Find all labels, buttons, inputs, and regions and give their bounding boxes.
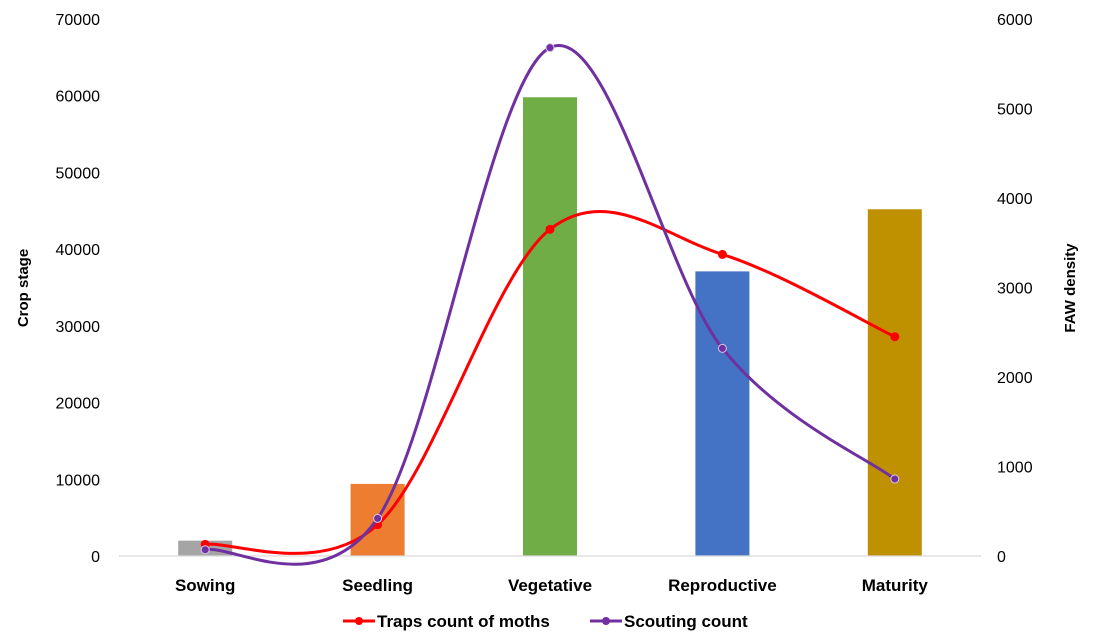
y2-axis-title: FAW density — [1062, 243, 1079, 333]
y-tick-label: 60000 — [56, 89, 101, 106]
y-axis-ticks: 0 10000 20000 30000 40000 50000 60000 70000 — [56, 12, 101, 566]
point-scouting-count-reproductive — [717, 343, 727, 353]
legend-label-scouting-count: Scouting count — [624, 612, 748, 631]
point-scouting-count-seedling — [373, 513, 383, 523]
y2-tick-label: 4000 — [997, 191, 1033, 208]
bars-layer — [178, 97, 922, 557]
legend-label-traps-count-of-moths: Traps count of moths — [377, 612, 550, 631]
legend-swatch-marker-scouting-count — [602, 617, 610, 625]
x-tick-label: Seedling — [342, 576, 413, 595]
y-tick-label: 20000 — [56, 396, 101, 413]
y-tick-label: 70000 — [56, 12, 101, 29]
y2-tick-label: 6000 — [997, 12, 1033, 29]
legend: Traps count of moths Scouting count — [343, 612, 748, 631]
y-tick-label: 0 — [91, 549, 100, 566]
y2-axis-ticks: 0 1000 2000 3000 4000 5000 6000 — [997, 12, 1033, 566]
y-tick-label: 40000 — [56, 242, 101, 259]
y-tick-label: 10000 — [56, 472, 101, 489]
y-tick-label: 30000 — [56, 319, 101, 336]
x-tick-label: Maturity — [862, 576, 929, 595]
x-tick-label: Reproductive — [668, 576, 777, 595]
y2-tick-label: 0 — [997, 549, 1006, 566]
point-traps-count-of-moths-vegetative — [545, 224, 555, 234]
legend-swatch-marker-traps-count-of-moths — [355, 617, 363, 625]
y2-tick-label: 3000 — [997, 281, 1033, 298]
line-traps-count-of-moths — [203, 210, 897, 555]
x-tick-label: Vegetative — [508, 576, 592, 595]
y-axis-title: Crop stage — [15, 249, 32, 327]
point-traps-count-of-moths-reproductive — [717, 249, 727, 259]
point-traps-count-of-moths-maturity — [890, 332, 900, 342]
y2-tick-label: 1000 — [997, 460, 1033, 477]
point-scouting-count-sowing — [200, 545, 210, 555]
line-scouting-count — [203, 44, 897, 566]
x-tick-label: Sowing — [175, 576, 235, 595]
lines-layer — [200, 43, 900, 566]
y-tick-label: 50000 — [56, 165, 101, 182]
bar-vegetative — [523, 97, 577, 557]
x-axis-categories: Sowing Seedling Vegetative Reproductive Matu… — [175, 576, 928, 595]
point-scouting-count-vegetative — [545, 43, 555, 53]
point-scouting-count-maturity — [890, 474, 900, 484]
bar-reproductive — [695, 271, 750, 556]
y2-tick-label: 5000 — [997, 102, 1033, 119]
bar-maturity — [867, 209, 922, 556]
y2-tick-label: 2000 — [997, 370, 1033, 387]
